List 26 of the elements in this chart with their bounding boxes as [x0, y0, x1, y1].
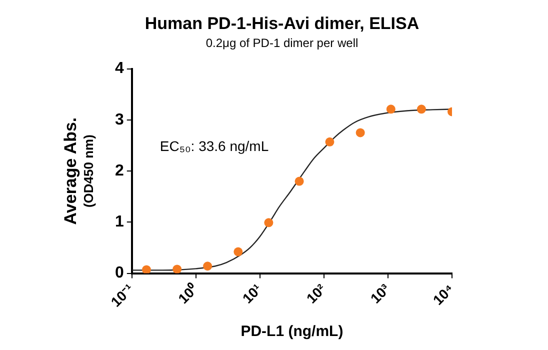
- point: [356, 128, 365, 138]
- x-tick-label: 10⁻¹: [108, 280, 137, 310]
- y-tick-label: 2: [114, 162, 124, 180]
- point: [325, 137, 334, 146]
- chart-title: Human PD-1-His-Avi dimer, ELISA: [144, 14, 420, 33]
- annotation: EC₅₀: 33.6 ng/mL: [160, 138, 269, 154]
- x-tick-label: 10⁰: [174, 280, 201, 307]
- y-axis-title: Average Abs. (OD450 nm): [60, 117, 96, 225]
- y-tick-label: 3: [114, 111, 124, 128]
- x-tick-label: 10¹: [239, 280, 266, 306]
- point: [203, 262, 212, 271]
- x-tick-label: 10²: [303, 280, 330, 306]
- x-axis-title: PD-L1 (ng/mL): [240, 323, 344, 340]
- point: [234, 247, 243, 256]
- x-tick-label: 10⁴: [430, 280, 457, 308]
- point: [294, 176, 304, 186]
- point: [264, 218, 274, 228]
- y-tick-label: 4: [114, 60, 124, 78]
- x-tick-label: 10³: [367, 280, 394, 306]
- point: [142, 265, 151, 274]
- chart-subtitle: 0.2μg of PD-1 dimer per well: [206, 36, 358, 50]
- point: [172, 264, 182, 274]
- point: [416, 104, 426, 114]
- y-tick-label: 0: [114, 264, 124, 282]
- y-tick-label: 1: [114, 214, 124, 231]
- point: [386, 104, 396, 114]
